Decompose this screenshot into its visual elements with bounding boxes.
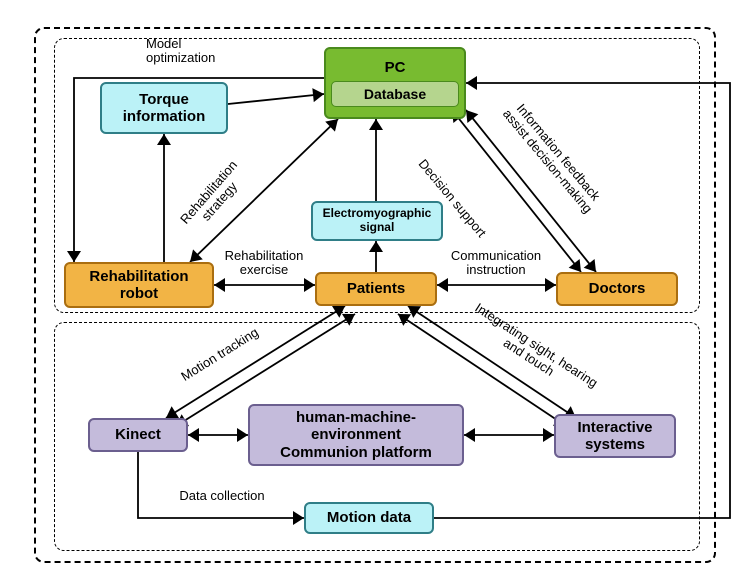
- node-motion: Motion data: [304, 502, 434, 534]
- edge-patients_doctors: Communicationinstruction: [437, 248, 556, 292]
- node-interactive: Interactive systems: [554, 414, 676, 458]
- node-doctors: Doctors: [556, 272, 678, 306]
- edge-pc_model_out-label: Modeloptimization: [146, 36, 215, 65]
- edge-robot_torque: [157, 134, 171, 262]
- node-pc-label: PC: [385, 59, 406, 76]
- diagram-stage: Rehabilitationstrategy Modeloptimization R…: [0, 0, 746, 579]
- node-torque: Torque information: [100, 82, 228, 134]
- edge-patients_emg: [369, 241, 383, 272]
- edge-emg_pc: [369, 119, 383, 201]
- node-pc-sublabel: Database: [331, 81, 459, 107]
- edge-robot_pc-label: Rehabilitationstrategy: [177, 157, 251, 235]
- edge-hme_inter: [464, 428, 554, 442]
- edge-inter_pat_a: Integrating sight, hearingand touch: [408, 300, 601, 418]
- edge-doctors_pc_a: Information feedbackassist decision-maki…: [466, 97, 606, 272]
- node-pc: PC Database: [324, 47, 466, 119]
- node-patients: Patients: [315, 272, 437, 306]
- edge-pc_model_out: Modeloptimization: [67, 36, 324, 262]
- edge-patients_doctors-label: Communicationinstruction: [451, 248, 541, 277]
- node-emg: Electromyographic signal: [311, 201, 443, 241]
- edge-kinect_pat_a-label: Motion tracking: [178, 324, 261, 383]
- edge-robot_patients-label: Rehabilitationexercise: [225, 248, 304, 277]
- edge-kinect_pat_a: Motion tracking: [166, 306, 345, 418]
- edge-robot_patients: Rehabilitationexercise: [214, 248, 315, 292]
- node-robot: Rehabilitation robot: [64, 262, 214, 308]
- edge-doctors_pc_a-label: Information feedbackassist decision-maki…: [500, 97, 606, 216]
- edge-torque_pc: [228, 88, 324, 104]
- edge-kinect_hme: [188, 428, 248, 442]
- edge-kinect_motion-label: Data collection: [179, 488, 264, 503]
- node-kinect: Kinect: [88, 418, 188, 452]
- node-hme: human-machine- environment Communion pla…: [248, 404, 464, 466]
- edge-inter_pat_a-label: Integrating sight, hearingand touch: [465, 300, 601, 402]
